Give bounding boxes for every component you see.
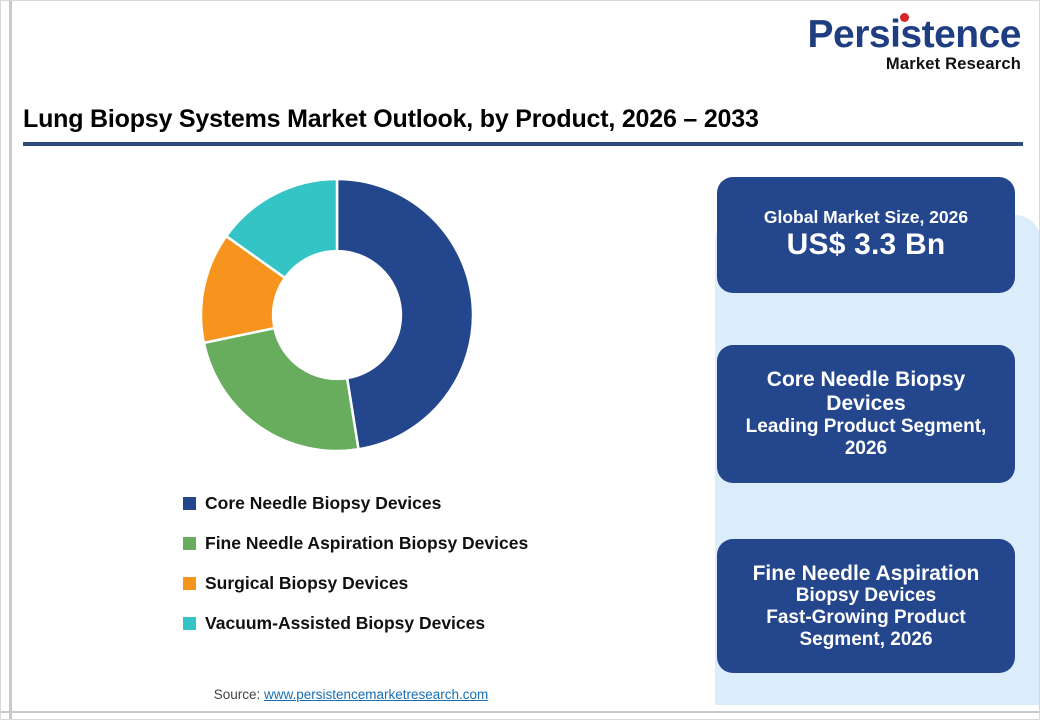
card-line: Global Market Size, 2026 <box>763 206 969 227</box>
donut-slice[interactable] <box>335 177 475 451</box>
source-link[interactable]: www.persistencemarketresearch.com <box>263 687 489 702</box>
page-title-block: Lung Biopsy Systems Market Outlook, by P… <box>23 105 1023 146</box>
card-line: 2026 <box>844 437 888 459</box>
list-item[interactable]: Fine Needle Aspiration Biopsy Devices <box>183 523 653 563</box>
legend-label: Vacuum-Assisted Biopsy Devices <box>205 612 486 633</box>
page-title: Lung Biopsy Systems Market Outlook, by P… <box>23 105 759 133</box>
source-line: Source: www.persistencemarketresearch.co… <box>1 687 701 702</box>
card-line: US$ 3.3 Bn <box>786 227 946 261</box>
list-item[interactable]: Core Needle Biopsy Devices <box>183 483 653 523</box>
logo-dot-icon <box>899 13 909 22</box>
donut-slice[interactable] <box>202 326 360 453</box>
source-prefix: Source: <box>213 687 264 702</box>
legend-swatch-icon <box>183 576 196 590</box>
legend-label: Core Needle Biopsy Devices <box>205 492 442 513</box>
donut-chart <box>181 161 501 481</box>
legend-label: Fine Needle Aspiration Biopsy Devices <box>205 532 529 553</box>
brand-name: Persistence <box>807 13 1022 56</box>
list-item[interactable]: Vacuum-Assisted Biopsy Devices <box>183 603 653 643</box>
callout-card-fast-growing-product-segment: Fine Needle Aspiration Biopsy Devices Fa… <box>717 539 1015 673</box>
bottom-decorative-rule <box>1 711 1039 713</box>
card-line: Devices <box>826 392 906 416</box>
title-underline <box>23 142 1023 146</box>
chart-legend: Core Needle Biopsy Devices Fine Needle A… <box>183 483 653 643</box>
donut-chart-svg <box>199 177 475 453</box>
card-line: Segment, 2026 <box>799 628 933 650</box>
card-line: Leading Product Segment, <box>745 416 987 438</box>
left-decorative-rule <box>9 1 12 719</box>
list-item[interactable]: Surgical Biopsy Devices <box>183 563 653 603</box>
callout-card-global-market-size: Global Market Size, 2026 US$ 3.3 Bn <box>717 177 1015 293</box>
legend-swatch-icon <box>183 616 196 630</box>
card-line: Fast-Growing Product <box>766 607 966 629</box>
legend-swatch-icon <box>183 536 196 550</box>
card-line: Biopsy Devices <box>795 585 937 607</box>
legend-label: Surgical Biopsy Devices <box>205 572 409 593</box>
card-line: Core Needle Biopsy <box>766 368 966 392</box>
callout-card-leading-product-segment: Core Needle Biopsy Devices Leading Produ… <box>717 345 1015 483</box>
brand-tagline: Market Research <box>885 55 1021 73</box>
card-line: Fine Needle Aspiration <box>752 561 980 585</box>
donut-slice[interactable] <box>224 177 339 280</box>
brand-name-text: Persistence <box>807 13 1022 56</box>
brand-logo: Persistence Market Research <box>807 13 1022 73</box>
legend-swatch-icon <box>183 496 196 510</box>
